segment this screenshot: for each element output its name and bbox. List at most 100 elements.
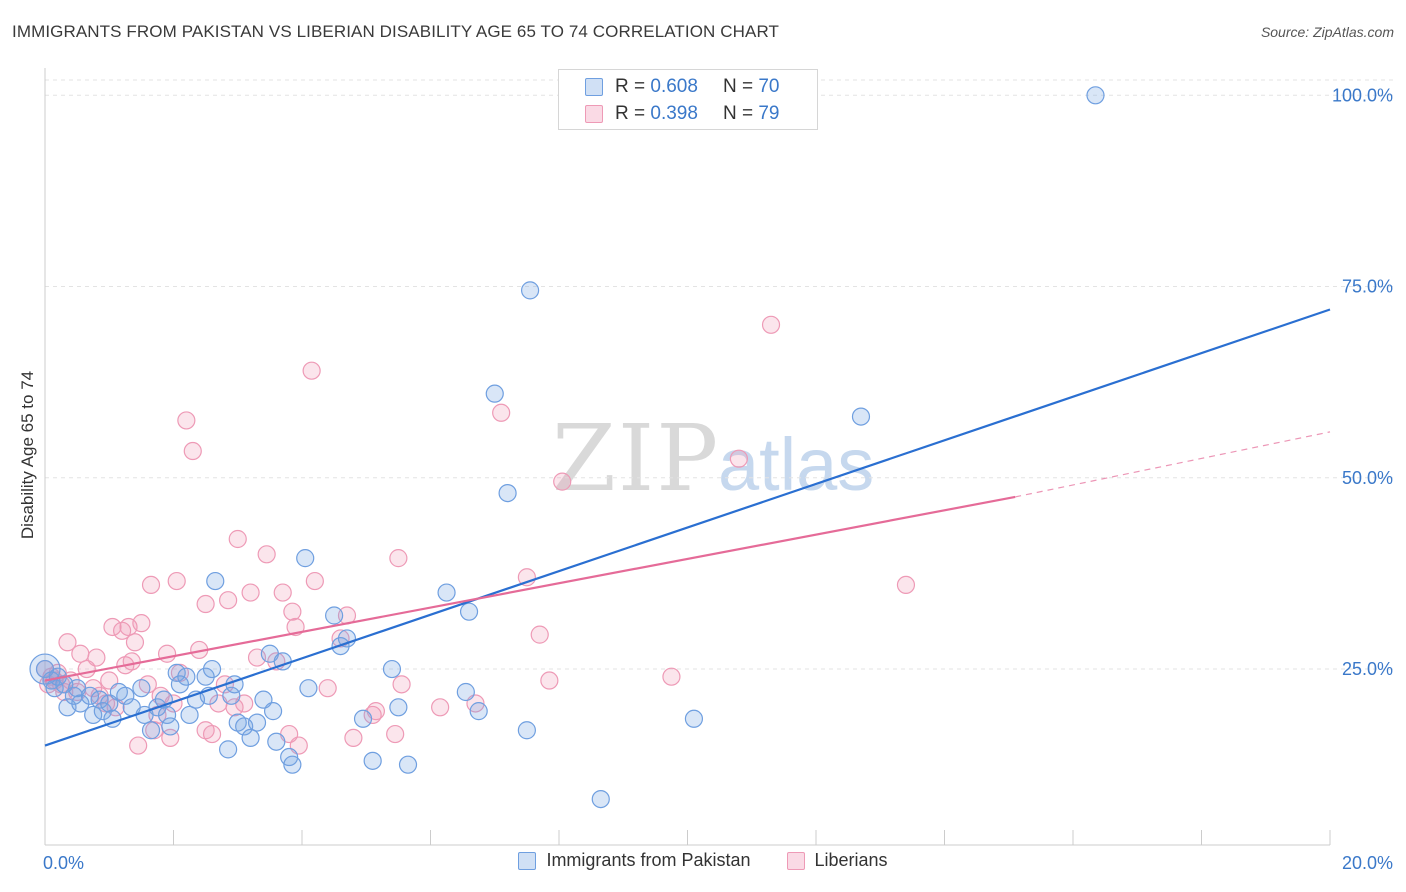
pakistan-point (325, 606, 344, 625)
pakistan-point (177, 667, 196, 686)
pakistan-point (202, 659, 222, 679)
pakistan-point (851, 407, 871, 426)
pakistan-point (498, 484, 517, 503)
pakistan-point (520, 281, 540, 300)
y-tick-label: 100.0% (1332, 85, 1393, 105)
pakistan-point (267, 732, 286, 751)
n-value: 79 (758, 103, 780, 124)
pakistan-swatch (585, 78, 603, 96)
pakistan-point (241, 728, 260, 748)
pakistan-point (247, 713, 267, 732)
liberian-point (540, 671, 559, 690)
y-tick-label: 50.0% (1342, 468, 1393, 488)
pakistan-point (456, 682, 475, 702)
x-tick-label-min: 0.0% (43, 853, 84, 873)
liberian-point (122, 652, 141, 671)
n-label: N = (722, 103, 754, 124)
legend-label: Immigrants from Pakistan (546, 850, 751, 870)
liberian-point (225, 698, 244, 717)
chart-title: IMMIGRANTS FROM PAKISTAN VS LIBERIAN DIS… (12, 22, 779, 41)
legend-item-pakistan[interactable]: Immigrants from Pakistan (518, 850, 751, 871)
r-value: 0.398 (650, 103, 698, 124)
liberian-point (177, 411, 196, 430)
pakistan-swatch (518, 851, 537, 870)
y-tick-label: 25.0% (1342, 659, 1393, 679)
liberian-point (302, 361, 321, 380)
liberian-point (129, 736, 148, 755)
pakistan-point (132, 679, 151, 698)
pakistan-point (263, 702, 283, 721)
liberian-point (196, 594, 215, 614)
pakistan-point (591, 789, 610, 809)
liberian-point (228, 529, 247, 549)
pakistan-point (84, 705, 103, 725)
liberian-point (167, 571, 186, 591)
pakistan-point (389, 698, 408, 717)
liberian-point (729, 449, 749, 468)
pakistan-trend-line (44, 308, 1331, 747)
liberian-point (344, 728, 363, 748)
liberian-point (389, 549, 408, 568)
liberian-point (202, 724, 222, 744)
r-label: R = (615, 76, 646, 97)
watermark-zip: ZIP (552, 405, 720, 512)
n-label: N = (722, 76, 754, 97)
pakistan-point (459, 602, 479, 621)
liberian-point (103, 617, 122, 637)
liberian-swatch (786, 851, 805, 870)
liberian-point (183, 441, 202, 461)
pakistan-point (167, 663, 186, 682)
liberian-trend-line (44, 495, 1016, 682)
pakistan-point (684, 709, 704, 728)
pakistan-point (141, 721, 161, 740)
r-label: R = (615, 103, 646, 124)
series-legend: Immigrants from Pakistan Liberians (0, 850, 1406, 871)
pakistan-point (180, 705, 199, 725)
pakistan-point (353, 709, 373, 728)
liberian-point (125, 633, 145, 652)
pakistan-point (398, 755, 418, 774)
liberian-point (318, 679, 337, 698)
legend-row-liberian: R = 0.398 N = 79 (585, 103, 779, 125)
pakistan-point (71, 694, 90, 713)
pakistan-point (80, 686, 100, 705)
liberian-points (35, 315, 916, 755)
liberian-point (273, 583, 292, 602)
pakistan-point (363, 751, 382, 770)
pakistan-point (1086, 86, 1105, 105)
pakistan-point (517, 721, 536, 740)
source-label: Source: ZipAtlas.com (1260, 24, 1394, 40)
liberian-point (71, 644, 90, 663)
x-tick-label-max: 20.0% (1342, 853, 1393, 873)
pakistan-point (437, 583, 456, 602)
liberian-point (87, 648, 106, 667)
liberian-point (157, 644, 177, 663)
liberian-trend-extension (1015, 431, 1331, 498)
liberian-point (392, 675, 411, 694)
correlation-legend: R = 0.608 N = 70 R = 0.398 N = 79 (558, 69, 818, 130)
liberian-point (283, 602, 302, 621)
pakistan-point (299, 679, 318, 698)
pakistan-point (382, 659, 402, 679)
liberian-point (761, 315, 781, 334)
liberian-point (386, 724, 405, 744)
pakistan-point (296, 549, 315, 568)
pakistan-point (116, 686, 135, 705)
legend-item-liberians[interactable]: Liberians (786, 850, 888, 871)
liberian-point (662, 667, 681, 686)
liberian-point (141, 575, 161, 595)
watermark-atlas: atlas (718, 423, 874, 506)
legend-row-pakistan: R = 0.608 N = 70 (585, 76, 779, 98)
y-axis-label: Disability Age 65 to 74 (18, 371, 37, 539)
pakistan-point (90, 690, 109, 709)
liberian-point (553, 472, 572, 491)
y-tick-label: 75.0% (1342, 277, 1393, 297)
pakistan-point (469, 702, 488, 721)
pakistan-point (161, 717, 180, 736)
liberian-point (257, 545, 276, 564)
liberian-point (305, 571, 324, 591)
pakistan-point (485, 384, 504, 403)
liberian-point (241, 583, 260, 602)
liberian-swatch (585, 105, 603, 123)
